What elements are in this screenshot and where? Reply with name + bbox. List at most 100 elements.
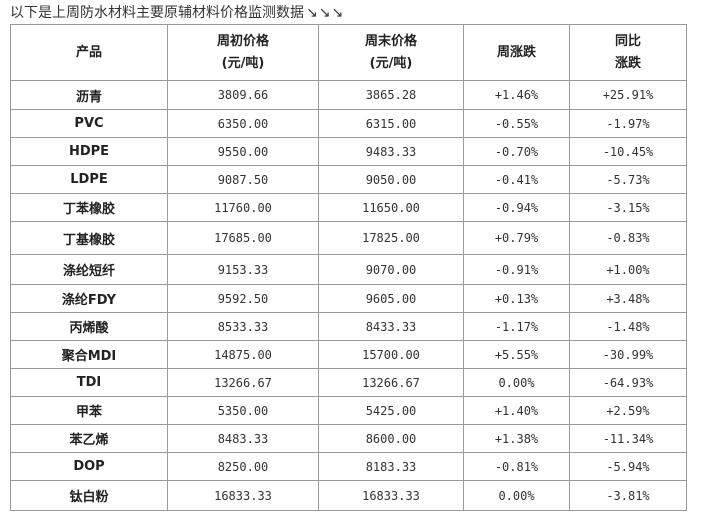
- weekly-change-cell: +1.40%: [463, 396, 570, 425]
- product-name-cell: 涤纶FDY: [10, 284, 168, 313]
- price-table-header: 产品 周初价格 (元/吨) 周末价格 (元/吨) 周涨跌 同比 涨跌: [10, 24, 687, 81]
- start-price-cell: 8250.00: [167, 452, 319, 481]
- header-row: 产品 周初价格 (元/吨) 周末价格 (元/吨) 周涨跌 同比 涨跌: [10, 24, 687, 81]
- yoy-change-cell: +25.91%: [569, 80, 687, 110]
- yoy-change-cell: -10.45%: [569, 137, 687, 166]
- product-name-cell: TDI: [10, 368, 168, 397]
- yoy-change-cell: -1.97%: [569, 109, 687, 138]
- yoy-change-cell: -0.83%: [569, 221, 687, 255]
- yoy-change-cell: -64.93%: [569, 368, 687, 397]
- table-row: 丁苯橡胶 11760.00 11650.00 -0.94% -3.15%: [10, 193, 687, 222]
- header-weekly-change-label: 周涨跌: [496, 44, 536, 60]
- header-weekly-change: 周涨跌: [463, 24, 570, 81]
- header-start-price-label: 周初价格: [216, 33, 269, 49]
- end-price-cell: 9483.33: [318, 137, 464, 166]
- header-yoy-change: 同比 涨跌: [569, 24, 687, 81]
- start-price-cell: 3809.66: [167, 80, 319, 110]
- weekly-change-cell: -0.94%: [463, 193, 570, 222]
- header-start-price: 周初价格 (元/吨): [167, 24, 319, 81]
- product-name-cell: HDPE: [10, 137, 168, 166]
- start-price-cell: 9153.33: [167, 254, 319, 285]
- table-row: TDI 13266.67 13266.67 0.00% -64.93%: [10, 368, 687, 397]
- start-price-cell: 14875.00: [167, 340, 319, 369]
- weekly-change-cell: -0.55%: [463, 109, 570, 138]
- end-price-cell: 9605.00: [318, 284, 464, 313]
- yoy-change-cell: -5.94%: [569, 452, 687, 481]
- end-price-cell: 17825.00: [318, 221, 464, 255]
- weekly-change-cell: -0.91%: [463, 254, 570, 285]
- price-table: 产品 周初价格 (元/吨) 周末价格 (元/吨) 周涨跌 同比 涨跌 沥青 380…: [10, 24, 687, 511]
- table-row: 苯乙烯 8483.33 8600.00 +1.38% -11.34%: [10, 424, 687, 453]
- table-row: 涤纶短纤 9153.33 9070.00 -0.91% +1.00%: [10, 254, 687, 285]
- end-price-cell: 5425.00: [318, 396, 464, 425]
- header-end-price-label: 周末价格: [364, 33, 417, 49]
- start-price-cell: 6350.00: [167, 109, 319, 138]
- intro-text: 以下是上周防水材料主要原辅材料价格监测数据: [10, 5, 304, 21]
- start-price-cell: 11760.00: [167, 193, 319, 222]
- weekly-change-cell: +1.38%: [463, 424, 570, 453]
- product-name-cell: 丁苯橡胶: [10, 193, 168, 222]
- table-row: 沥青 3809.66 3865.28 +1.46% +25.91%: [10, 80, 687, 110]
- weekly-change-cell: +5.55%: [463, 340, 570, 369]
- yoy-change-cell: -1.48%: [569, 312, 687, 341]
- end-price-cell: 9070.00: [318, 254, 464, 285]
- table-row: LDPE 9087.50 9050.00 -0.41% -5.73%: [10, 165, 687, 194]
- price-table-body: 沥青 3809.66 3865.28 +1.46% +25.91% PVC 6350.00 6…: [10, 80, 687, 511]
- table-row: HDPE 9550.00 9483.33 -0.70% -10.45%: [10, 137, 687, 166]
- product-name-cell: DOP: [10, 452, 168, 481]
- start-price-cell: 17685.00: [167, 221, 319, 255]
- product-name-cell: 甲苯: [10, 396, 168, 425]
- yoy-change-cell: -30.99%: [569, 340, 687, 369]
- header-product: 产品: [10, 24, 168, 81]
- weekly-change-cell: -0.41%: [463, 165, 570, 194]
- table-row: 丁基橡胶 17685.00 17825.00 +0.79% -0.83%: [10, 221, 687, 255]
- intro-caption: 以下是上周防水材料主要原辅材料价格监测数据 ↘↘↘: [10, 2, 344, 24]
- table-row: 甲苯 5350.00 5425.00 +1.40% +2.59%: [10, 396, 687, 425]
- yoy-change-cell: -5.73%: [569, 165, 687, 194]
- product-name-cell: 钛白粉: [10, 480, 168, 511]
- weekly-change-cell: +0.79%: [463, 221, 570, 255]
- start-price-cell: 9592.50: [167, 284, 319, 313]
- end-price-cell: 8433.33: [318, 312, 464, 341]
- product-name-cell: 涤纶短纤: [10, 254, 168, 285]
- header-start-price-unit: (元/吨): [221, 55, 265, 71]
- end-price-cell: 6315.00: [318, 109, 464, 138]
- end-price-cell: 16833.33: [318, 480, 464, 511]
- yoy-change-cell: -3.81%: [569, 480, 687, 511]
- weekly-change-cell: +1.46%: [463, 80, 570, 110]
- product-name-cell: 丁基橡胶: [10, 221, 168, 255]
- header-yoy-label-line2: 涨跌: [614, 55, 641, 71]
- weekly-change-cell: 0.00%: [463, 480, 570, 511]
- yoy-change-cell: -3.15%: [569, 193, 687, 222]
- start-price-cell: 8533.33: [167, 312, 319, 341]
- product-name-cell: 沥青: [10, 80, 168, 110]
- start-price-cell: 13266.67: [167, 368, 319, 397]
- product-name-cell: PVC: [10, 109, 168, 138]
- table-row: DOP 8250.00 8183.33 -0.81% -5.94%: [10, 452, 687, 481]
- yoy-change-cell: +2.59%: [569, 396, 687, 425]
- end-price-cell: 8600.00: [318, 424, 464, 453]
- header-end-price-unit: (元/吨): [369, 55, 413, 71]
- header-product-label: 产品: [75, 44, 102, 60]
- product-name-cell: 苯乙烯: [10, 424, 168, 453]
- yoy-change-cell: +1.00%: [569, 254, 687, 285]
- table-row: 丙烯酸 8533.33 8433.33 -1.17% -1.48%: [10, 312, 687, 341]
- start-price-cell: 8483.33: [167, 424, 319, 453]
- start-price-cell: 16833.33: [167, 480, 319, 511]
- table-row: PVC 6350.00 6315.00 -0.55% -1.97%: [10, 109, 687, 138]
- product-name-cell: 聚合MDI: [10, 340, 168, 369]
- start-price-cell: 9087.50: [167, 165, 319, 194]
- end-price-cell: 3865.28: [318, 80, 464, 110]
- weekly-change-cell: 0.00%: [463, 368, 570, 397]
- weekly-change-cell: -0.70%: [463, 137, 570, 166]
- start-price-cell: 5350.00: [167, 396, 319, 425]
- start-price-cell: 9550.00: [167, 137, 319, 166]
- product-name-cell: 丙烯酸: [10, 312, 168, 341]
- end-price-cell: 13266.67: [318, 368, 464, 397]
- header-end-price: 周末价格 (元/吨): [318, 24, 464, 81]
- yoy-change-cell: +3.48%: [569, 284, 687, 313]
- end-price-cell: 8183.33: [318, 452, 464, 481]
- end-price-cell: 15700.00: [318, 340, 464, 369]
- header-yoy-label-line1: 同比: [614, 33, 641, 49]
- weekly-change-cell: +0.13%: [463, 284, 570, 313]
